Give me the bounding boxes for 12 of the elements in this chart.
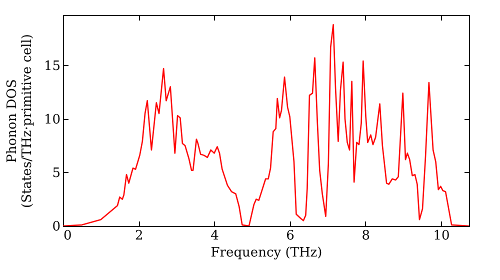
x-tick-label: 8 bbox=[362, 228, 370, 244]
x-tick-label: 4 bbox=[210, 228, 219, 244]
x-tick-label: 6 bbox=[286, 228, 294, 244]
y-axis-title: Phonon DOS (States/THz·primitive cell) bbox=[4, 34, 35, 208]
line-series bbox=[63, 24, 469, 226]
x-axis-title: Frequency (THz) bbox=[210, 246, 322, 260]
x-tick-label: 10 bbox=[433, 228, 450, 244]
y-tick-label: 5 bbox=[52, 166, 60, 181]
y-tick-label: 10 bbox=[44, 112, 60, 128]
x-tick-label: 0 bbox=[64, 228, 72, 244]
x-tick-label: 2 bbox=[134, 228, 144, 244]
y-tick-label: 15 bbox=[44, 58, 60, 74]
